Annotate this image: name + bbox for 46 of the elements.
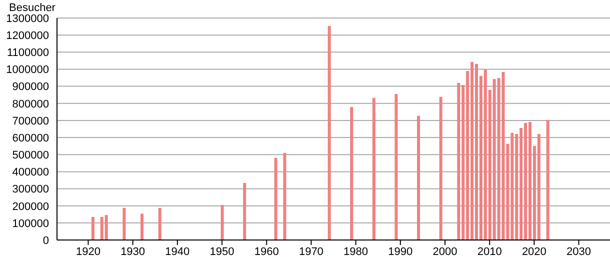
y-tick-label: 1300000 xyxy=(6,12,49,25)
x-tick-label: 2010 xyxy=(477,246,502,258)
bar xyxy=(220,204,224,240)
bar xyxy=(140,214,144,240)
bar xyxy=(417,116,420,240)
x-tick-label: 1980 xyxy=(344,246,368,258)
x-tick-label: 1950 xyxy=(210,246,234,258)
x-tick-label: 1930 xyxy=(120,246,146,258)
bar xyxy=(372,98,376,240)
y-tick-label: 900000 xyxy=(12,81,49,94)
bar xyxy=(328,26,331,240)
y-tick-label: 1100000 xyxy=(6,47,49,60)
bar xyxy=(394,94,398,240)
y-axis-title: Besucher xyxy=(9,2,56,14)
y-tick-label: 400000 xyxy=(12,166,49,179)
y-tick-label: 1000000 xyxy=(6,64,49,76)
bar xyxy=(104,215,108,240)
x-tick-label: 2020 xyxy=(522,246,546,258)
y-tick-label: 1200000 xyxy=(6,30,49,42)
bar xyxy=(122,208,126,240)
y-tick-label: 100000 xyxy=(12,218,49,230)
y-tick-label: 800000 xyxy=(12,98,49,110)
y-tick-label: 500000 xyxy=(12,150,49,162)
bar xyxy=(439,96,442,240)
y-tick-label: 300000 xyxy=(12,184,49,196)
bar xyxy=(274,158,278,240)
x-tick-label: 2000 xyxy=(432,246,458,258)
x-tick-label: 2030 xyxy=(566,246,592,258)
bar xyxy=(457,82,460,240)
bar xyxy=(283,152,286,240)
bar xyxy=(243,182,246,240)
bar xyxy=(158,208,162,240)
x-tick-label: 1940 xyxy=(165,246,190,258)
bar xyxy=(350,106,354,240)
y-tick-label: 600000 xyxy=(12,132,49,144)
x-tick-label: 1920 xyxy=(76,246,100,258)
bar xyxy=(91,216,94,240)
bar xyxy=(502,72,505,240)
y-tick-label: 200000 xyxy=(12,200,49,213)
y-tick-label: 0 xyxy=(42,234,49,247)
bar xyxy=(546,120,550,240)
x-tick-label: 1990 xyxy=(388,246,413,258)
x-tick-label: 1960 xyxy=(254,246,279,258)
y-tick-label: 700000 xyxy=(12,115,49,128)
bar xyxy=(537,134,540,240)
x-tick-label: 1970 xyxy=(298,246,324,258)
